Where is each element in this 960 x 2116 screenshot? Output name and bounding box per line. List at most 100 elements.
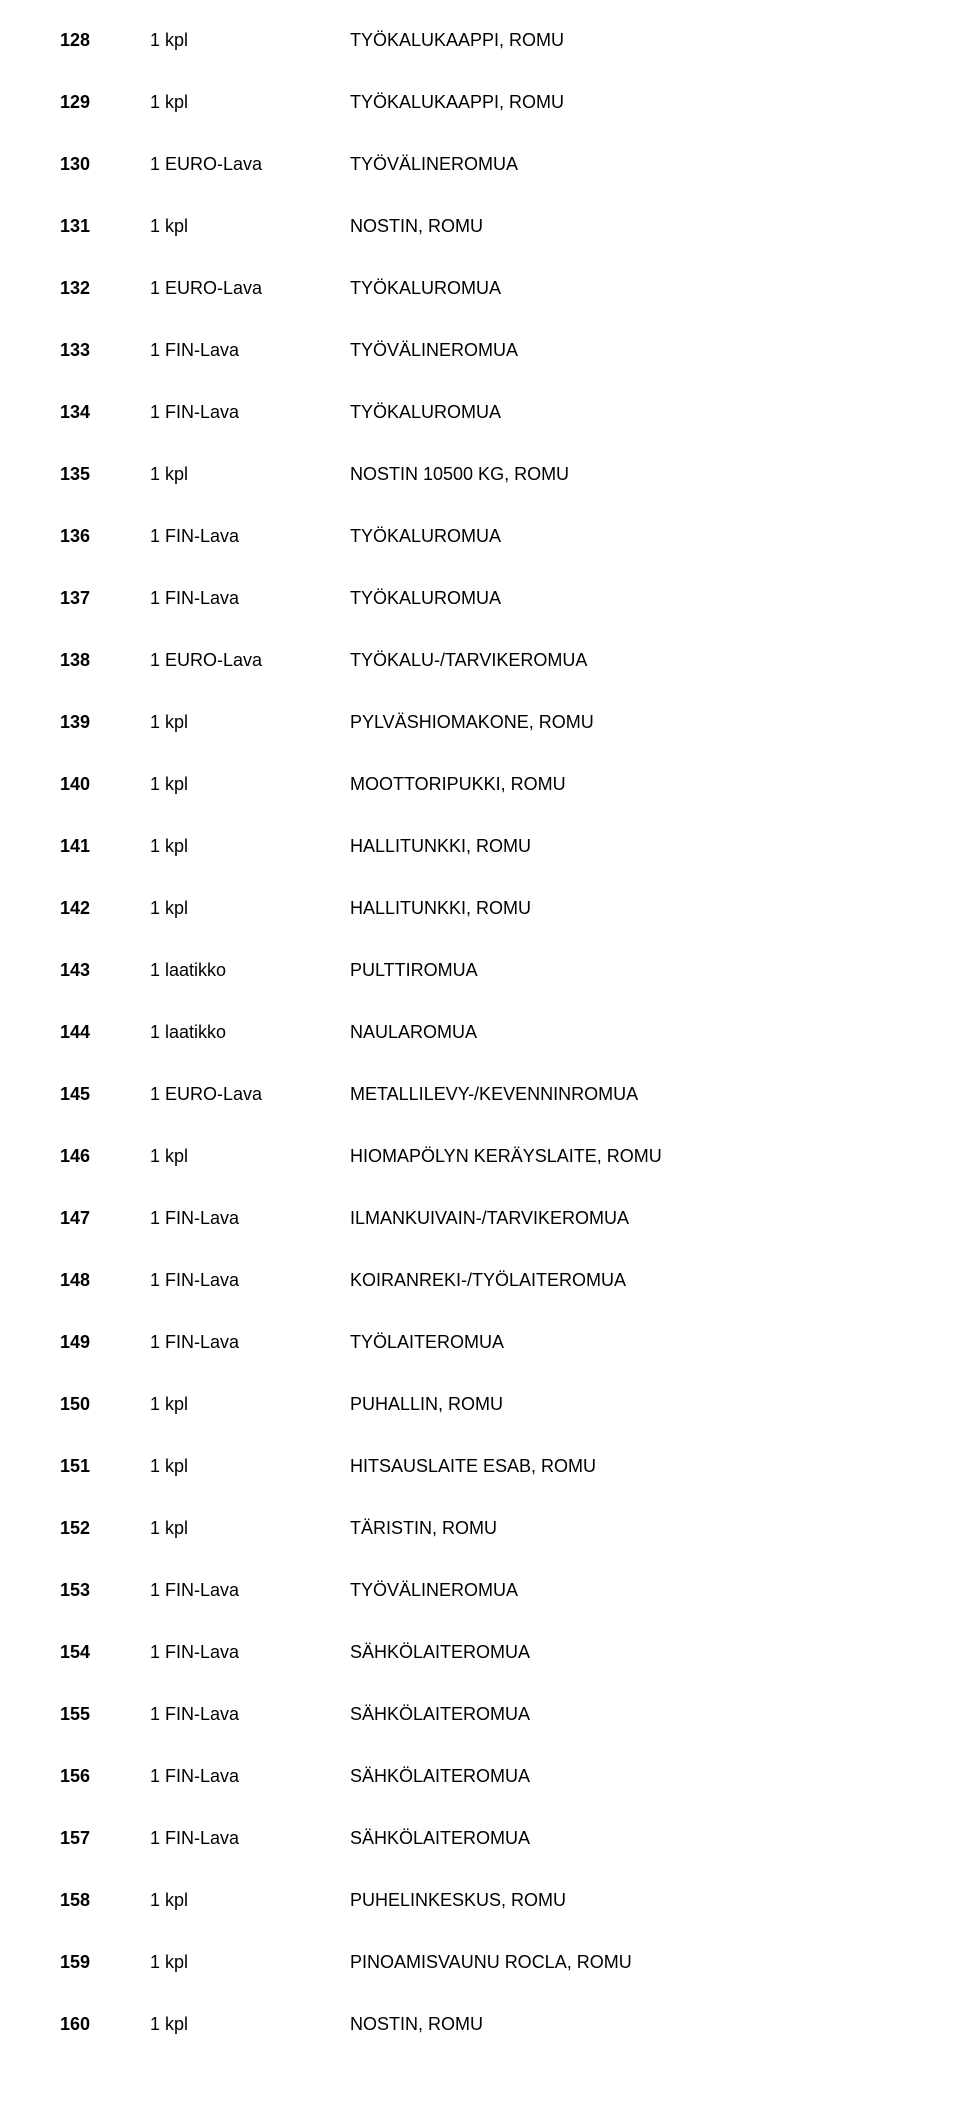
item-quantity: 1 kpl [150, 216, 350, 237]
item-description: TYÖKALUROMUA [350, 278, 900, 299]
item-number: 145 [60, 1084, 150, 1105]
item-quantity: 1 FIN-Lava [150, 588, 350, 609]
item-number: 154 [60, 1642, 150, 1663]
item-quantity: 1 kpl [150, 898, 350, 919]
item-quantity: 1 EURO-Lava [150, 650, 350, 671]
list-row: 1601 kplNOSTIN, ROMU [0, 2014, 960, 2035]
item-description: MOOTTORIPUKKI, ROMU [350, 774, 900, 795]
item-quantity: 1 kpl [150, 836, 350, 857]
item-description: PUHELINKESKUS, ROMU [350, 1890, 900, 1911]
item-quantity: 1 kpl [150, 1518, 350, 1539]
list-row: 1381 EURO-LavaTYÖKALU-/TARVIKEROMUA [0, 650, 960, 671]
item-description: TYÖKALUROMUA [350, 402, 900, 423]
item-quantity: 1 kpl [150, 92, 350, 113]
item-list: 1281 kplTYÖKALUKAAPPI, ROMU1291 kplTYÖKA… [0, 30, 960, 2035]
list-row: 1461 kplHIOMAPÖLYN KERÄYSLAITE, ROMU [0, 1146, 960, 1167]
list-row: 1311 kplNOSTIN, ROMU [0, 216, 960, 237]
item-number: 148 [60, 1270, 150, 1291]
item-quantity: 1 FIN-Lava [150, 1766, 350, 1787]
list-row: 1401 kplMOOTTORIPUKKI, ROMU [0, 774, 960, 795]
list-row: 1531 FIN-LavaTYÖVÄLINEROMUA [0, 1580, 960, 1601]
item-number: 155 [60, 1704, 150, 1725]
item-description: TYÖVÄLINEROMUA [350, 340, 900, 361]
item-description: HALLITUNKKI, ROMU [350, 898, 900, 919]
list-row: 1321 EURO-LavaTYÖKALUROMUA [0, 278, 960, 299]
list-row: 1511 kplHITSAUSLAITE ESAB, ROMU [0, 1456, 960, 1477]
item-number: 133 [60, 340, 150, 361]
item-quantity: 1 kpl [150, 774, 350, 795]
item-number: 151 [60, 1456, 150, 1477]
item-number: 138 [60, 650, 150, 671]
item-number: 147 [60, 1208, 150, 1229]
item-quantity: 1 FIN-Lava [150, 1642, 350, 1663]
item-number: 131 [60, 216, 150, 237]
list-row: 1331 FIN-LavaTYÖVÄLINEROMUA [0, 340, 960, 361]
item-quantity: 1 kpl [150, 1952, 350, 1973]
item-description: KOIRANREKI-/TYÖLAITEROMUA [350, 1270, 900, 1291]
item-description: NOSTIN, ROMU [350, 2014, 900, 2035]
item-description: TYÖVÄLINEROMUA [350, 1580, 900, 1601]
item-quantity: 1 kpl [150, 1456, 350, 1477]
item-description: TYÖKALU-/TARVIKEROMUA [350, 650, 900, 671]
item-description: NAULAROMUA [350, 1022, 900, 1043]
item-number: 141 [60, 836, 150, 857]
item-description: METALLILEVY-/KEVENNINROMUA [350, 1084, 900, 1105]
item-number: 157 [60, 1828, 150, 1849]
list-row: 1561 FIN-LavaSÄHKÖLAITEROMUA [0, 1766, 960, 1787]
item-quantity: 1 kpl [150, 1890, 350, 1911]
list-row: 1421 kplHALLITUNKKI, ROMU [0, 898, 960, 919]
item-description: SÄHKÖLAITEROMUA [350, 1828, 900, 1849]
item-quantity: 1 kpl [150, 1394, 350, 1415]
item-description: TYÖKALUKAAPPI, ROMU [350, 30, 900, 51]
list-row: 1451 EURO-LavaMETALLILEVY-/KEVENNINROMUA [0, 1084, 960, 1105]
item-quantity: 1 FIN-Lava [150, 526, 350, 547]
item-number: 146 [60, 1146, 150, 1167]
item-quantity: 1 FIN-Lava [150, 402, 350, 423]
item-quantity: 1 kpl [150, 30, 350, 51]
item-number: 159 [60, 1952, 150, 1973]
list-row: 1351 kplNOSTIN 10500 KG, ROMU [0, 464, 960, 485]
list-row: 1541 FIN-LavaSÄHKÖLAITEROMUA [0, 1642, 960, 1663]
list-row: 1301 EURO-LavaTYÖVÄLINEROMUA [0, 154, 960, 175]
item-number: 143 [60, 960, 150, 981]
item-number: 128 [60, 30, 150, 51]
list-row: 1281 kplTYÖKALUKAAPPI, ROMU [0, 30, 960, 51]
list-row: 1361 FIN-LavaTYÖKALUROMUA [0, 526, 960, 547]
list-row: 1471 FIN-LavaILMANKUIVAIN-/TARVIKEROMUA [0, 1208, 960, 1229]
item-quantity: 1 FIN-Lava [150, 1208, 350, 1229]
item-description: HIOMAPÖLYN KERÄYSLAITE, ROMU [350, 1146, 900, 1167]
item-number: 144 [60, 1022, 150, 1043]
list-row: 1441 laatikkoNAULAROMUA [0, 1022, 960, 1043]
item-quantity: 1 FIN-Lava [150, 1270, 350, 1291]
item-description: PINOAMISVAUNU ROCLA, ROMU [350, 1952, 900, 1973]
item-description: NOSTIN, ROMU [350, 216, 900, 237]
item-description: PYLVÄSHIOMAKONE, ROMU [350, 712, 900, 733]
item-number: 158 [60, 1890, 150, 1911]
item-description: TYÖKALUROMUA [350, 588, 900, 609]
item-quantity: 1 FIN-Lava [150, 1704, 350, 1725]
item-number: 137 [60, 588, 150, 609]
item-quantity: 1 FIN-Lava [150, 1828, 350, 1849]
list-row: 1581 kplPUHELINKESKUS, ROMU [0, 1890, 960, 1911]
item-number: 129 [60, 92, 150, 113]
item-number: 153 [60, 1580, 150, 1601]
item-description: SÄHKÖLAITEROMUA [350, 1704, 900, 1725]
item-quantity: 1 kpl [150, 2014, 350, 2035]
list-row: 1481 FIN-LavaKOIRANREKI-/TYÖLAITEROMUA [0, 1270, 960, 1291]
item-number: 139 [60, 712, 150, 733]
item-number: 150 [60, 1394, 150, 1415]
item-description: NOSTIN 10500 KG, ROMU [350, 464, 900, 485]
item-description: PULTTIROMUA [350, 960, 900, 981]
item-quantity: 1 kpl [150, 1146, 350, 1167]
item-number: 149 [60, 1332, 150, 1353]
item-quantity: 1 EURO-Lava [150, 1084, 350, 1105]
item-description: HALLITUNKKI, ROMU [350, 836, 900, 857]
list-row: 1571 FIN-LavaSÄHKÖLAITEROMUA [0, 1828, 960, 1849]
item-number: 136 [60, 526, 150, 547]
item-number: 130 [60, 154, 150, 175]
item-quantity: 1 laatikko [150, 960, 350, 981]
item-description: TYÖLAITEROMUA [350, 1332, 900, 1353]
item-quantity: 1 laatikko [150, 1022, 350, 1043]
item-number: 160 [60, 2014, 150, 2035]
item-description: HITSAUSLAITE ESAB, ROMU [350, 1456, 900, 1477]
